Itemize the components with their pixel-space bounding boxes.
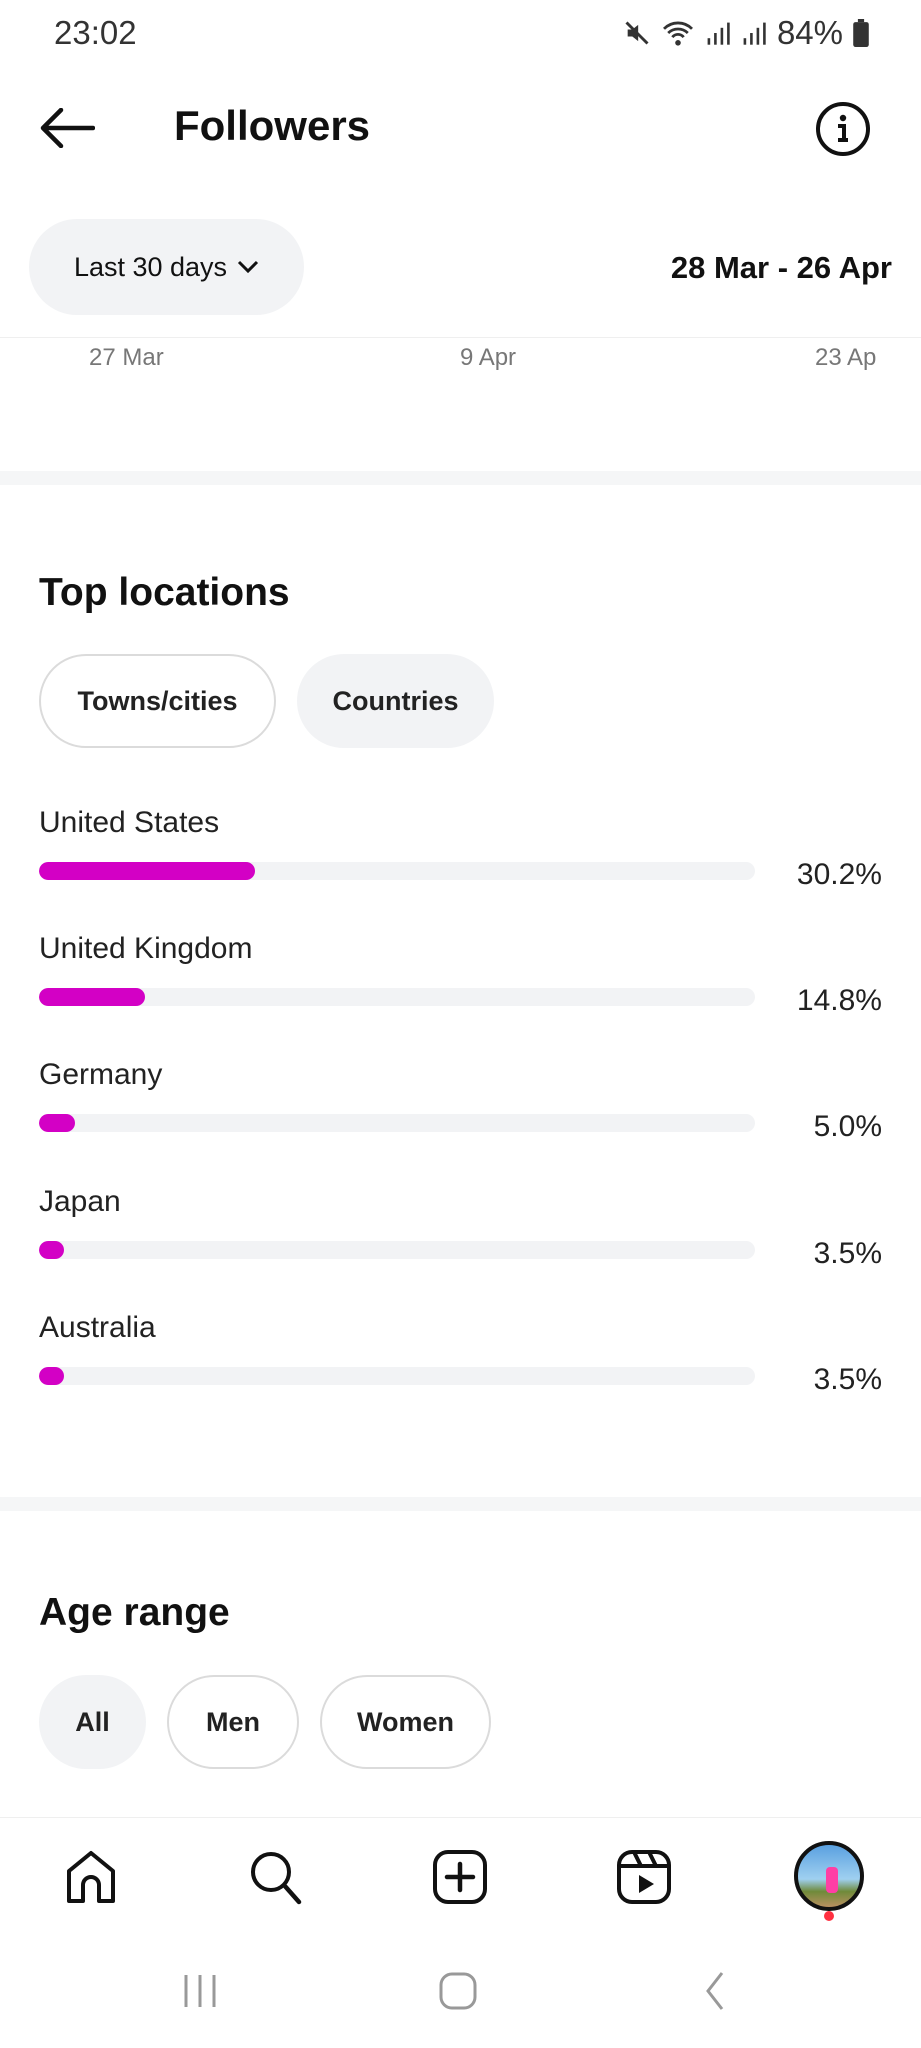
profile-avatar[interactable] <box>794 1841 864 1911</box>
location-percent: 30.2% <box>796 858 882 891</box>
page-title: Followers <box>174 102 371 149</box>
location-bar-track <box>39 1240 755 1259</box>
signal-icon <box>707 22 730 45</box>
wifi-icon <box>662 21 693 46</box>
back-arrow-icon[interactable] <box>39 108 95 148</box>
location-percent: 3.5% <box>813 1362 882 1396</box>
divider <box>0 337 921 338</box>
location-bar-fill <box>39 1240 65 1259</box>
signal-icon-2 <box>743 22 766 45</box>
system-back-icon[interactable] <box>700 1971 730 2011</box>
location-bar-track <box>39 988 755 1007</box>
notification-dot <box>824 1911 834 1921</box>
axis-tick: 23 Ap <box>815 344 877 371</box>
location-bar-fill <box>39 1114 75 1133</box>
location-percent: 14.8% <box>796 984 882 1018</box>
period-label: Last 30 days <box>73 251 228 282</box>
location-bar-fill <box>39 862 256 880</box>
tab-towns-cities[interactable]: Towns/cities <box>39 654 276 748</box>
search-icon[interactable] <box>246 1847 306 1907</box>
location-percent: 3.5% <box>813 1236 882 1270</box>
tab-countries[interactable]: Countries <box>297 654 494 748</box>
axis-tick: 9 Apr <box>460 344 517 371</box>
date-range: 28 Mar - 26 Apr <box>670 250 892 285</box>
location-bar-track <box>39 1114 755 1133</box>
location-name: Japan <box>39 1184 121 1218</box>
location-bar-fill <box>39 988 145 1007</box>
location-bar-fill <box>39 1366 65 1385</box>
tab-women[interactable]: Women <box>320 1675 491 1769</box>
location-name: United Kingdom <box>39 932 253 966</box>
reels-icon[interactable] <box>614 1847 674 1907</box>
nav-divider <box>0 1817 921 1818</box>
location-bar-track <box>39 862 755 880</box>
avatar-figure <box>826 1867 838 1893</box>
period-dropdown[interactable]: Last 30 days <box>29 219 304 315</box>
status-time: 23:02 <box>54 14 137 51</box>
location-name: United States <box>39 806 220 839</box>
section-separator <box>0 1497 921 1511</box>
battery-percent: 84% <box>776 14 843 51</box>
location-bar-track <box>39 1366 755 1385</box>
location-name: Australia <box>39 1310 156 1344</box>
section-separator <box>0 471 921 485</box>
home-icon[interactable] <box>61 1847 121 1907</box>
home-button-icon[interactable] <box>438 1971 478 2011</box>
age-range-title: Age range <box>39 1591 230 1634</box>
chevron-down-icon <box>237 260 259 274</box>
status-icons: 84% <box>623 14 869 52</box>
location-percent: 5.0% <box>813 1110 882 1144</box>
top-locations-title: Top locations <box>39 571 290 614</box>
create-icon[interactable] <box>430 1847 490 1907</box>
info-icon[interactable] <box>815 101 871 157</box>
location-name: Germany <box>39 1058 163 1092</box>
mute-icon <box>625 21 649 45</box>
axis-tick: 27 Mar <box>89 344 164 371</box>
tab-men[interactable]: Men <box>167 1675 299 1769</box>
tab-all[interactable]: All <box>39 1675 146 1769</box>
battery-icon <box>853 19 869 47</box>
recent-apps-icon[interactable] <box>180 1971 220 2011</box>
